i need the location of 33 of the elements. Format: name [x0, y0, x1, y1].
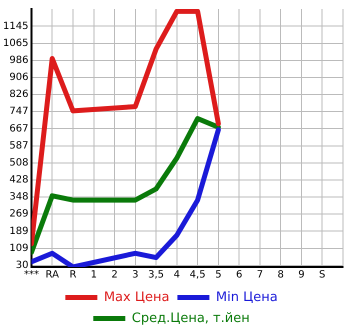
legend-label: Max Цена: [104, 290, 170, 305]
y-tick-label: 1145: [2, 20, 28, 32]
legend-label: Сред.Цена, т.йен: [132, 310, 250, 326]
x-tick-label: 7: [256, 270, 264, 281]
y-tick-label: 269: [9, 208, 28, 220]
x-tick-label: 2: [111, 270, 118, 281]
y-tick-label: 109: [9, 242, 28, 254]
x-tick-label: 3,5: [148, 270, 164, 281]
y-tick-label: 826: [9, 89, 28, 100]
x-tick-label: ***: [24, 270, 39, 281]
x-tick-label: S: [319, 270, 326, 281]
x-tick-label: 4,5: [190, 270, 206, 281]
x-tick-label: 4: [174, 270, 180, 281]
x-tick-label: 5: [215, 270, 222, 281]
y-tick-label: 986: [9, 54, 28, 66]
x-tick-label: 9: [298, 270, 305, 281]
x-tick-label: RA: [46, 270, 60, 281]
x-tick-label: R: [70, 270, 77, 281]
y-tick-label: 747: [9, 106, 28, 118]
y-tick-label: 348: [9, 192, 28, 203]
y-tick-label: 906: [9, 72, 28, 84]
x-tick-label: 6: [236, 270, 242, 281]
y-tick-label: 30: [16, 260, 28, 271]
y-tick-label: 1065: [2, 38, 28, 49]
y-tick-label: 667: [9, 123, 28, 134]
x-tick-label: 3: [132, 270, 138, 281]
y-tick-label: 428: [9, 174, 28, 186]
x-tick-label: 8: [278, 270, 284, 281]
x-tick-label: 1: [90, 270, 97, 281]
legend-label: Min Цена: [216, 290, 278, 305]
y-tick-label: 587: [9, 140, 28, 152]
y-tick-label: 508: [9, 157, 28, 168]
y-tick-label: 189: [9, 226, 28, 237]
